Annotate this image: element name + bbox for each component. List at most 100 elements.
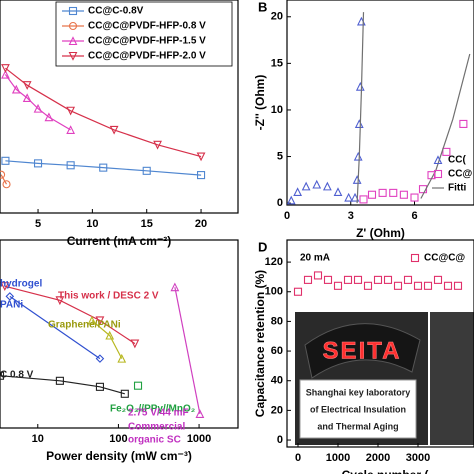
x-tick-label: 100	[109, 433, 127, 445]
x-tick-label: 0	[295, 452, 301, 464]
photo	[430, 312, 474, 445]
marker	[363, 281, 373, 290]
marker	[410, 253, 420, 263]
marker	[196, 152, 206, 162]
series-line	[174, 287, 201, 415]
marker	[301, 181, 311, 191]
y-tick-label: 15	[271, 57, 283, 69]
annotation: hydrogel	[0, 279, 42, 290]
series-line	[5, 160, 202, 176]
x-tick-label: 5	[35, 218, 41, 230]
marker	[393, 281, 403, 290]
marker	[68, 21, 78, 31]
marker	[344, 192, 354, 202]
caption-box	[299, 379, 417, 439]
series-line	[4, 74, 71, 131]
plot-frame	[286, 239, 474, 448]
marker	[130, 339, 140, 349]
marker	[459, 119, 468, 128]
marker	[95, 382, 104, 391]
marker	[378, 188, 387, 197]
marker	[105, 330, 115, 340]
y-tick-label: 20	[271, 404, 283, 416]
annotation: 2.75 V/44 mF	[128, 408, 189, 419]
marker	[120, 389, 129, 398]
x-tick-label: 3000	[406, 452, 430, 464]
y-axis-label: -Z'' (Ohm)	[253, 75, 267, 131]
annotation: C 0.8 V	[0, 370, 34, 381]
marker	[55, 296, 65, 306]
marker	[433, 169, 443, 179]
marker	[423, 281, 433, 290]
marker	[153, 140, 162, 150]
series-line	[9, 295, 101, 360]
marker	[333, 187, 343, 197]
marker	[293, 187, 303, 197]
marker	[66, 106, 76, 116]
legend-label: CC@C@PVDF-HFP-0.8 V	[88, 21, 206, 32]
x-tick-label: 1000	[187, 433, 211, 445]
marker	[66, 161, 75, 170]
marker	[367, 190, 377, 199]
plot-frame	[286, 0, 474, 206]
annotation: Fe₂O₃//PPy//MnO₂	[110, 404, 195, 415]
annotation: Graphene/PANi	[48, 320, 121, 331]
marker	[410, 193, 419, 202]
marker	[0, 371, 5, 380]
y-axis-label: Capacitance retention (%)	[253, 270, 267, 417]
caption: Shanghai key laboratory	[306, 387, 411, 397]
y-tick-label: 40	[271, 375, 283, 387]
annotation: Commercial	[128, 422, 185, 433]
y-tick-label: 20	[271, 11, 283, 23]
marker	[109, 125, 119, 135]
marker	[99, 163, 108, 172]
x-axis-label: Cycle number (	[342, 468, 429, 474]
marker	[66, 125, 76, 134]
marker	[313, 271, 323, 280]
marker	[5, 292, 15, 301]
annotation: PANi	[0, 300, 23, 311]
marker	[355, 81, 365, 91]
x-axis-label: Power density (mW cm⁻³)	[46, 449, 192, 463]
x-axis-label: Z' (Ohm)	[356, 226, 405, 240]
marker	[443, 281, 453, 290]
marker	[68, 51, 78, 61]
y-tick-label: 100	[265, 286, 283, 298]
photo-text: SEITA	[323, 337, 402, 364]
marker	[442, 147, 451, 156]
marker	[1, 156, 10, 165]
legend-label: CC@C@PVDF-HFP-1.5 V	[88, 36, 206, 47]
series-line	[91, 320, 123, 359]
marker	[33, 159, 43, 168]
annotation: This work / DESC 2 V	[58, 291, 159, 302]
x-tick-label: 15	[141, 218, 153, 230]
caption: and Thermal Aging	[317, 421, 398, 431]
marker	[170, 282, 180, 292]
x-tick-label: 0	[284, 210, 290, 222]
marker	[68, 36, 78, 46]
marker	[0, 282, 10, 291]
y-tick-label: 120	[265, 256, 283, 268]
marker	[22, 81, 32, 90]
device	[304, 323, 421, 379]
x-tick-label: 1000	[326, 452, 350, 464]
marker	[55, 376, 64, 385]
legend-box	[55, 1, 233, 67]
marker	[95, 354, 105, 363]
legend-label: Fitti	[448, 183, 467, 194]
y-tick-label: 60	[271, 345, 283, 357]
x-tick-label: 10	[32, 433, 44, 445]
plot-frame	[0, 0, 239, 214]
series-line	[0, 375, 125, 395]
marker	[399, 190, 408, 199]
marker	[343, 275, 353, 284]
marker	[333, 281, 343, 290]
marker	[1, 69, 10, 79]
legend-label: CC(	[448, 155, 466, 166]
marker	[373, 275, 383, 284]
marker	[44, 112, 54, 122]
plot-frame	[0, 239, 239, 429]
y-tick-label: 0	[277, 434, 283, 446]
